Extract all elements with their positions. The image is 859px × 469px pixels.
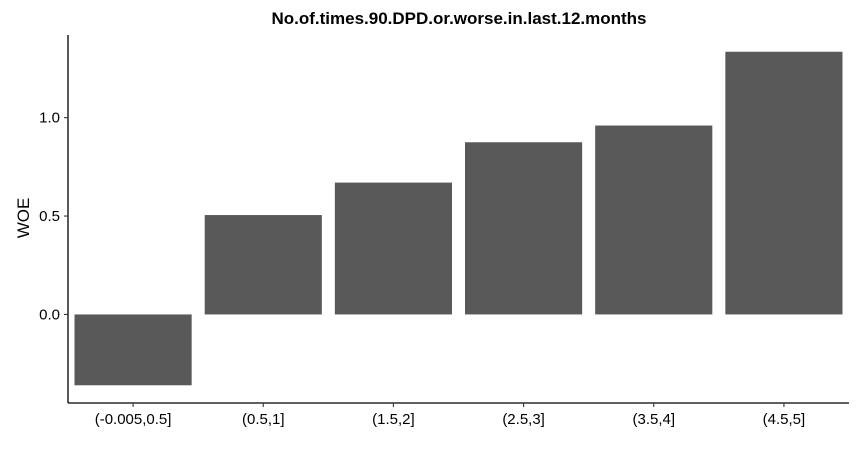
x-tick-label-0: (-0.005,0.5] [95, 411, 172, 428]
ticks-layer: (-0.005,0.5] (0.5,1] (1.5,2] (2.5,3] (3.5,4]… [39, 110, 805, 428]
x-tick-label-4: (3.5,4] [632, 411, 675, 428]
chart-title: No.of.times.90.DPD.or.worse.in.last.12.m… [271, 9, 646, 28]
y-axis-label: WOE [14, 198, 33, 239]
y-tick-label-2: 1.0 [39, 110, 60, 127]
y-tick-label-1: 0.5 [39, 208, 60, 225]
bars-layer [74, 51, 843, 386]
bar-0 [74, 314, 192, 386]
bar-1 [204, 215, 322, 315]
bar-4 [595, 125, 713, 315]
x-tick-label-1: (0.5,1] [242, 411, 285, 428]
x-tick-label-5: (4.5,5] [763, 411, 806, 428]
x-tick-label-2: (1.5,2] [372, 411, 415, 428]
x-tick-label-3: (2.5,3] [502, 411, 545, 428]
bar-5 [725, 51, 843, 315]
axes-layer [67, 35, 849, 404]
bar-2 [334, 182, 452, 315]
bar-3 [465, 142, 583, 315]
y-tick-label-0: 0.0 [39, 306, 60, 323]
